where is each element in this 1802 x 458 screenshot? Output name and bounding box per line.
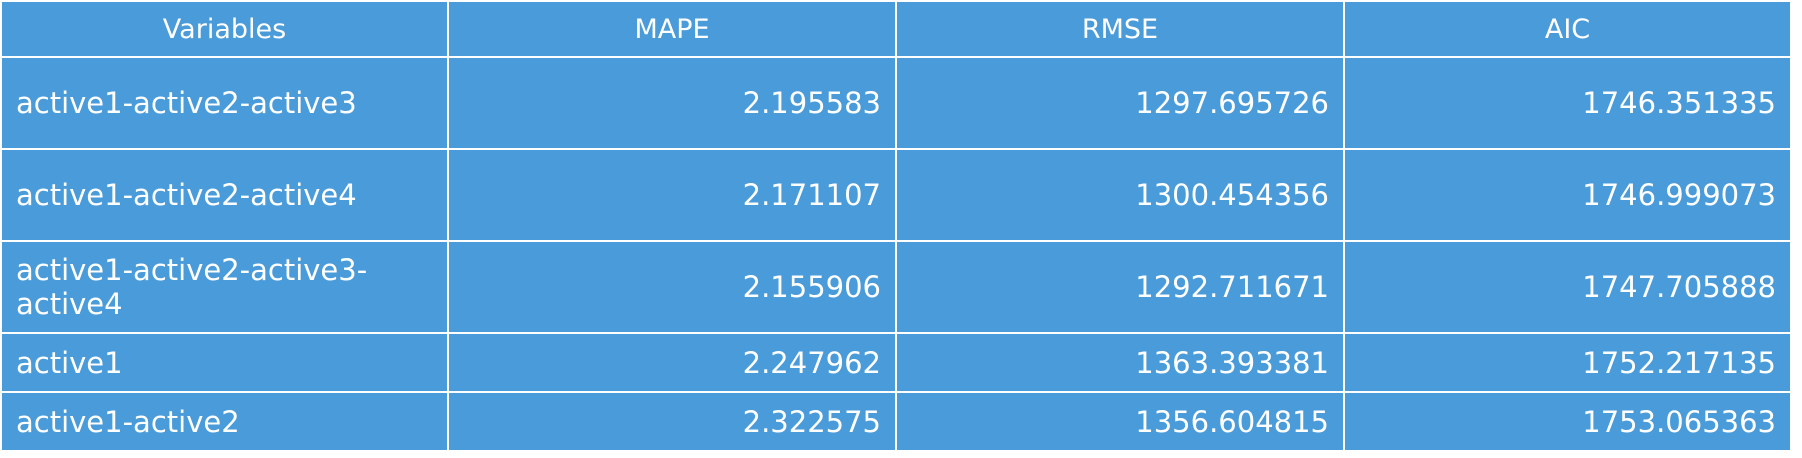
- table-row: active1 2.247962 1363.393381 1752.217135: [0, 332, 1792, 393]
- cell-aic: 1746.351335: [1343, 56, 1792, 150]
- cell-mape: 2.247962: [447, 332, 897, 393]
- cell-mape: 2.195583: [447, 56, 897, 150]
- cell-aic: 1746.999073: [1343, 148, 1792, 242]
- column-header-aic: AIC: [1343, 0, 1792, 58]
- cell-variables: active1-active2-active3-active4: [0, 240, 449, 334]
- cell-rmse: 1356.604815: [895, 391, 1345, 452]
- cell-variables: active1-active2-active4: [0, 148, 449, 242]
- cell-aic: 1753.065363: [1343, 391, 1792, 452]
- cell-variables: active1-active2: [0, 391, 449, 452]
- cell-rmse: 1300.454356: [895, 148, 1345, 242]
- table-row: active1-active2 2.322575 1356.604815 175…: [0, 391, 1792, 452]
- cell-rmse: 1297.695726: [895, 56, 1345, 150]
- cell-aic: 1747.705888: [1343, 240, 1792, 334]
- table-row: active1-active2-active4 2.171107 1300.45…: [0, 148, 1792, 242]
- cell-mape: 2.322575: [447, 391, 897, 452]
- cell-mape: 2.155906: [447, 240, 897, 334]
- table-header-row: Variables MAPE RMSE AIC: [0, 0, 1792, 58]
- cell-variables: active1: [0, 332, 449, 393]
- column-header-rmse: RMSE: [895, 0, 1345, 58]
- cell-mape: 2.171107: [447, 148, 897, 242]
- cell-aic: 1752.217135: [1343, 332, 1792, 393]
- table-row: active1-active2-active3 2.195583 1297.69…: [0, 56, 1792, 150]
- cell-rmse: 1363.393381: [895, 332, 1345, 393]
- cell-variables: active1-active2-active3: [0, 56, 449, 150]
- table-row: active1-active2-active3-active4 2.155906…: [0, 240, 1792, 334]
- cell-rmse: 1292.711671: [895, 240, 1345, 334]
- column-header-mape: MAPE: [447, 0, 897, 58]
- column-header-variables: Variables: [0, 0, 449, 58]
